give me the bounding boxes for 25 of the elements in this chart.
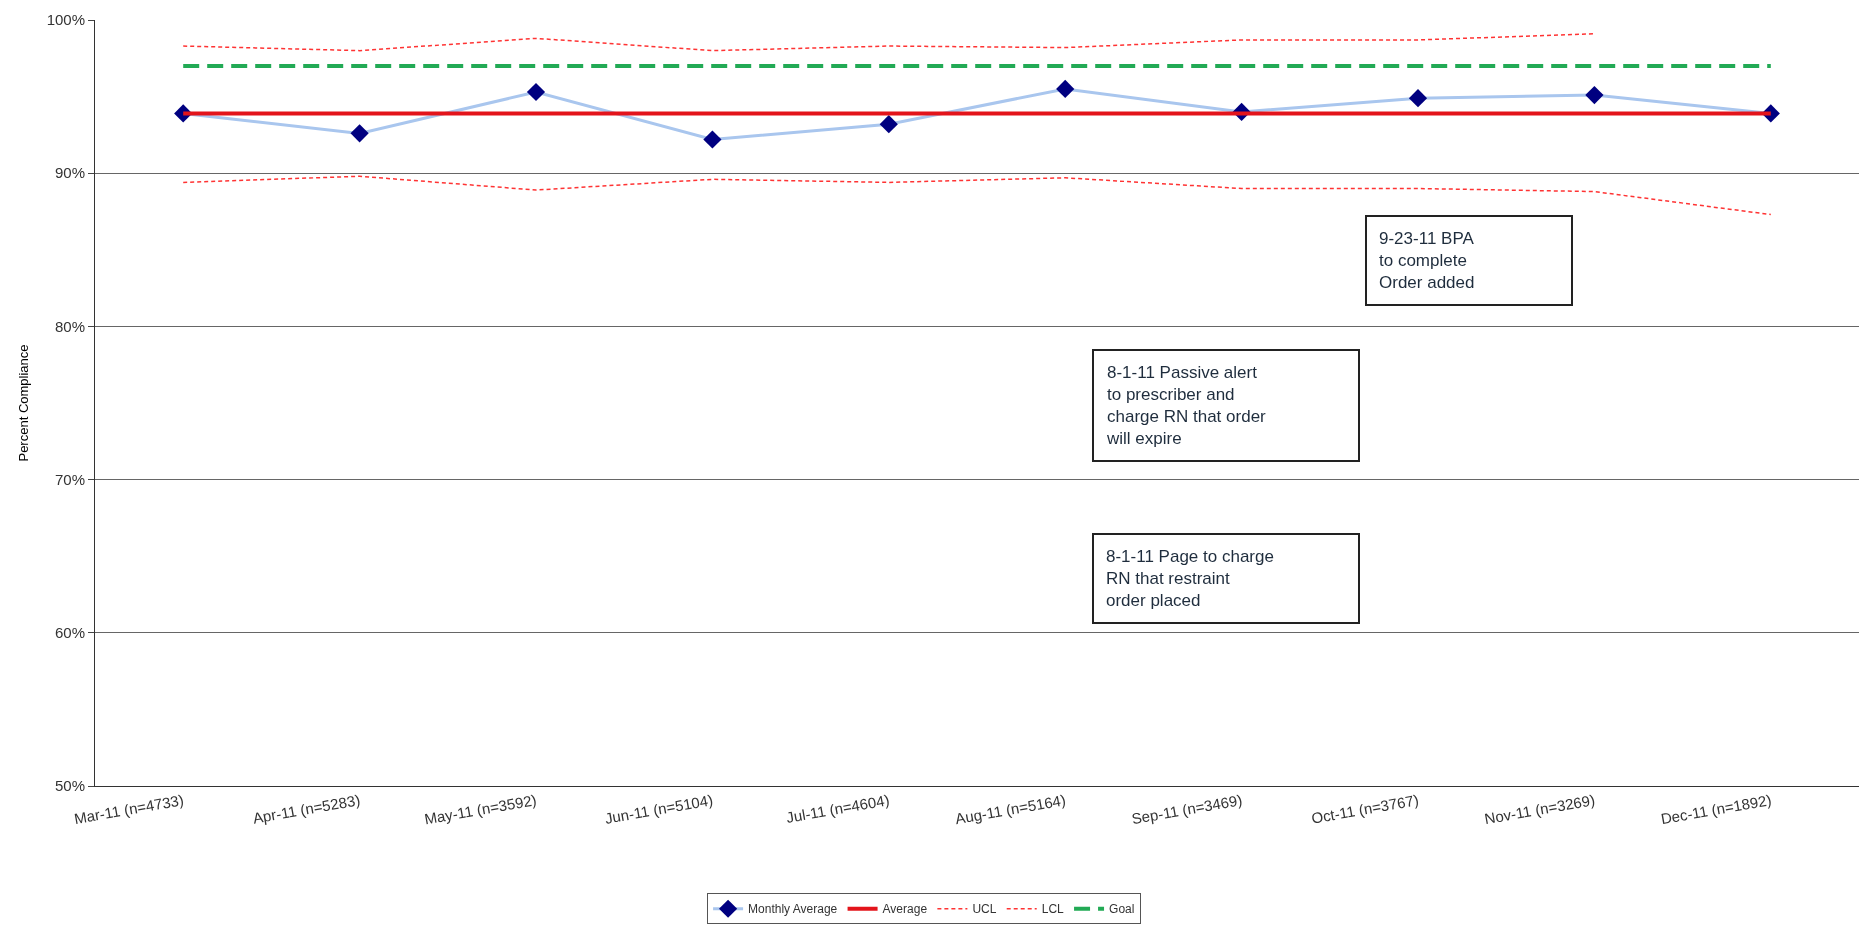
x-tick-label: Nov-11 (n=3269) [1483, 791, 1597, 828]
y-tick-label: 100% [46, 11, 85, 29]
legend-label: UCL [972, 902, 997, 917]
annotation: 9-23-11 BPA to complete Order added [1379, 229, 1475, 293]
x-tick-label: Jul-11 (n=4604) [784, 791, 891, 826]
y-tick-label: 90% [54, 164, 85, 182]
legend-label: Goal [1109, 902, 1135, 917]
legend-label: LCL [1041, 902, 1065, 917]
x-tick-label: Oct-11 (n=3767) [1309, 791, 1420, 827]
annotation: 8-1-11 Passive alert to prescriber and charge RN that order will expire [1106, 363, 1267, 449]
legend-label: Monthly Average [748, 902, 838, 917]
x-tick-label: Sep-11 (n=3469) [1130, 791, 1244, 828]
y-tick-label: 60% [54, 624, 85, 642]
x-tick-label: Jun-11 (n=5104) [603, 791, 715, 827]
y-tick-label: 70% [54, 470, 85, 488]
y-tick-label: 80% [54, 317, 85, 335]
x-tick-label: Dec-11 (n=1892) [1659, 791, 1773, 828]
line-series [182, 175, 1772, 216]
line-series [182, 33, 1596, 52]
y-axis-title: Percent Compliance [15, 344, 31, 462]
legend-label: Average [882, 902, 928, 917]
x-tick-label: May-11 (n=3592) [423, 791, 538, 828]
annotation: 8-1-11 Page to charge RN that restraint order placed [1106, 547, 1274, 611]
x-tick-label: Aug-11 (n=5164) [953, 791, 1068, 828]
x-tick-label: Apr-11 (n=5283) [251, 791, 362, 827]
